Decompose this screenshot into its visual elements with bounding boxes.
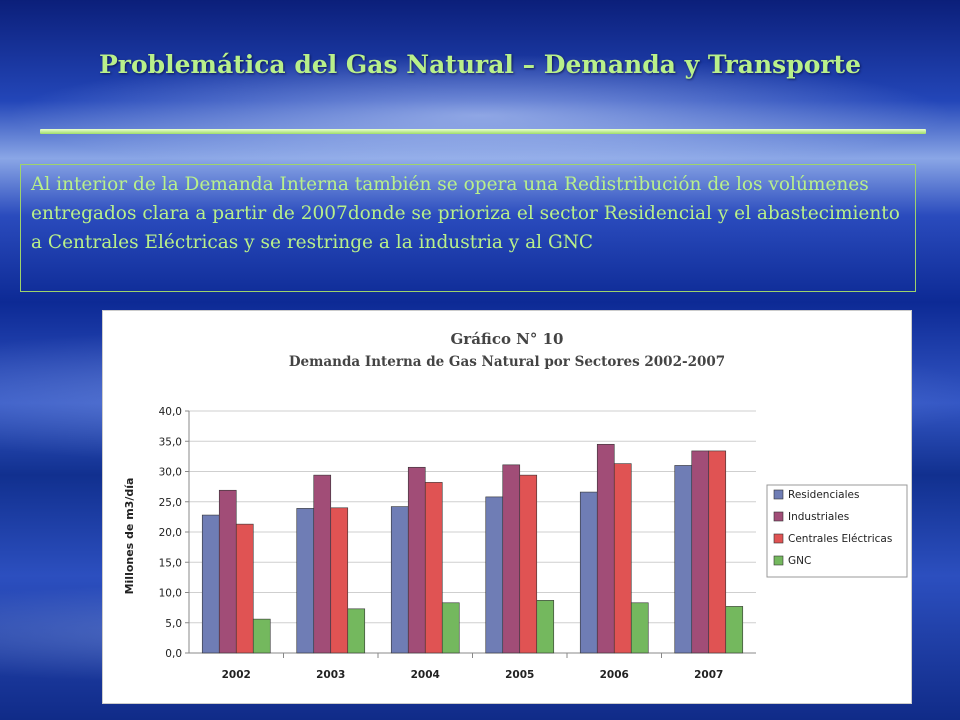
bar-gnc-2004 bbox=[441, 602, 460, 654]
bar-residenciales-2005 bbox=[485, 496, 504, 654]
legend-swatch bbox=[773, 555, 784, 566]
chart-title: Gráfico N° 10 bbox=[450, 330, 563, 348]
bar-residenciales-2003 bbox=[296, 508, 315, 654]
y-tick-label: 10,0 bbox=[159, 588, 182, 600]
bar-residenciales-2004 bbox=[390, 506, 409, 654]
x-tick-label: 2004 bbox=[411, 669, 440, 681]
y-tick-label: 30,0 bbox=[159, 467, 182, 479]
y-axis-title: Millones de m3/día bbox=[123, 478, 136, 595]
legend-swatch bbox=[773, 511, 784, 522]
bar-centrales-el-ctricas-2002 bbox=[235, 523, 254, 654]
bar-gnc-2005 bbox=[536, 600, 555, 654]
y-tick-label: 5,0 bbox=[165, 618, 182, 630]
y-tick-label: 25,0 bbox=[159, 497, 182, 509]
bar-centrales-el-ctricas-2003 bbox=[330, 507, 349, 654]
bar-gnc-2006 bbox=[630, 602, 649, 654]
bar-gnc-2002 bbox=[252, 618, 271, 654]
bar-residenciales-2002 bbox=[201, 514, 220, 654]
x-tick-label: 2002 bbox=[222, 669, 251, 681]
chart-subtitle: Demanda Interna de Gas Natural por Secto… bbox=[289, 354, 725, 370]
y-tick-label: 20,0 bbox=[159, 527, 182, 539]
slide-title: Problemática del Gas Natural – Demanda y… bbox=[98, 50, 862, 79]
y-tick-label: 15,0 bbox=[159, 557, 182, 569]
legend-label: GNC bbox=[788, 555, 811, 567]
bar-centrales-el-ctricas-2007 bbox=[708, 450, 727, 654]
y-tick-label: 0,0 bbox=[165, 648, 182, 660]
description-text: Al interior de la Demanda Interna tambié… bbox=[20, 164, 916, 292]
bar-industriales-2006 bbox=[596, 443, 615, 654]
bar-industriales-2004 bbox=[407, 466, 426, 654]
bar-industriales-2007 bbox=[691, 450, 710, 654]
bar-centrales-el-ctricas-2004 bbox=[424, 482, 443, 654]
bar-industriales-2003 bbox=[313, 474, 332, 654]
legend-label: Residenciales bbox=[788, 489, 859, 501]
legend-label: Centrales Eléctricas bbox=[788, 533, 892, 545]
x-tick-label: 2006 bbox=[600, 669, 629, 681]
legend-label: Industriales bbox=[788, 511, 849, 523]
bar-residenciales-2006 bbox=[579, 491, 598, 654]
bar-industriales-2005 bbox=[502, 464, 521, 654]
demand-by-sector-chart: Gráfico N° 10 Demanda Interna de Gas Nat… bbox=[123, 330, 908, 681]
legend-swatch bbox=[773, 489, 784, 500]
legend-swatch bbox=[773, 533, 784, 544]
chart-legend: Residenciales Industriales Centrales Eléct… bbox=[766, 484, 908, 578]
y-tick-label: 35,0 bbox=[159, 436, 182, 448]
bar-industriales-2002 bbox=[218, 489, 237, 654]
y-tick-label: 40,0 bbox=[159, 406, 182, 418]
bar-centrales-el-ctricas-2005 bbox=[519, 474, 538, 654]
x-tick-label: 2003 bbox=[316, 669, 345, 681]
bar-gnc-2007 bbox=[725, 606, 744, 654]
bar-residenciales-2007 bbox=[674, 465, 693, 654]
title-divider bbox=[40, 129, 926, 134]
chart-panel: Gráfico N° 10 Demanda Interna de Gas Nat… bbox=[102, 310, 912, 704]
bar-gnc-2003 bbox=[347, 608, 366, 654]
x-tick-label: 2005 bbox=[505, 669, 534, 681]
plot-area: 0,0 5,0 10,0 15,0 20,0 25,0 30,0 35,0 40,0 2002 20… bbox=[159, 406, 756, 681]
x-tick-label: 2007 bbox=[694, 669, 723, 681]
bar-centrales-el-ctricas-2006 bbox=[613, 463, 632, 654]
legend-box bbox=[766, 484, 908, 578]
